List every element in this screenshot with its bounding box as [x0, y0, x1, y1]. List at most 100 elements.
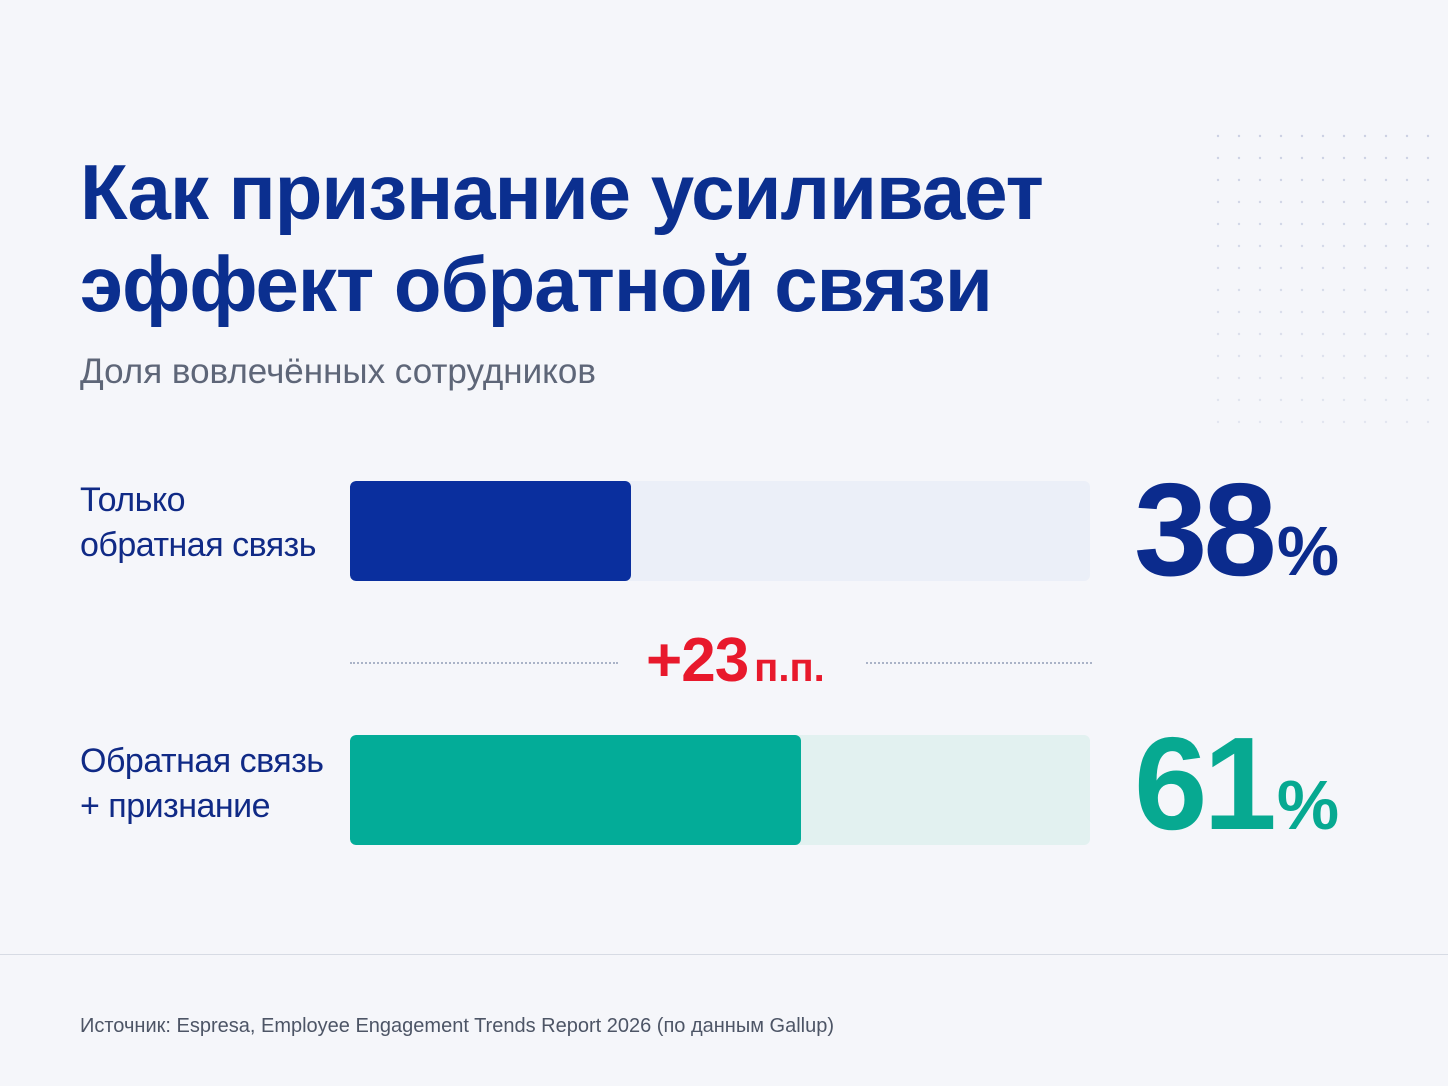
- decoration-dot: [1258, 266, 1262, 270]
- decoration-dot: [1363, 288, 1367, 292]
- decoration-dot: [1363, 134, 1367, 138]
- decoration-dot: [1216, 354, 1220, 358]
- decoration-dot: [1405, 288, 1409, 292]
- decoration-dot: [1258, 244, 1262, 248]
- decoration-dot: [1363, 244, 1367, 248]
- decoration-dot: [1384, 332, 1388, 336]
- dot-grid-decoration: [1216, 134, 1430, 424]
- decoration-dot: [1258, 420, 1262, 424]
- decoration-dot: [1384, 288, 1388, 292]
- decoration-dot: [1321, 310, 1325, 314]
- decoration-dot: [1300, 200, 1304, 204]
- decoration-dot: [1321, 376, 1325, 380]
- decoration-dot: [1321, 134, 1325, 138]
- decoration-dot: [1426, 266, 1430, 270]
- decoration-dot: [1405, 354, 1409, 358]
- decoration-dot: [1426, 288, 1430, 292]
- decoration-dot: [1300, 178, 1304, 182]
- decoration-dot: [1321, 332, 1325, 336]
- decoration-dot: [1237, 398, 1241, 402]
- chart-subtitle: Доля вовлечённых сотрудников: [80, 352, 596, 391]
- decoration-dot: [1321, 266, 1325, 270]
- decoration-dot: [1216, 332, 1220, 336]
- decoration-dot: [1342, 354, 1346, 358]
- decoration-dot: [1342, 376, 1346, 380]
- decoration-dot: [1258, 332, 1262, 336]
- decoration-dot: [1300, 398, 1304, 402]
- decoration-dot: [1279, 266, 1283, 270]
- decoration-dot: [1216, 178, 1220, 182]
- decoration-dot: [1384, 222, 1388, 226]
- decoration-dot: [1237, 376, 1241, 380]
- decoration-dot: [1426, 376, 1430, 380]
- decoration-dot: [1363, 266, 1367, 270]
- decoration-dot: [1279, 398, 1283, 402]
- decoration-dot: [1237, 156, 1241, 160]
- difference-annotation: +23 п.п.: [646, 626, 825, 703]
- footer-divider: [0, 954, 1448, 955]
- decoration-dot: [1405, 266, 1409, 270]
- decoration-dot: [1384, 310, 1388, 314]
- difference-unit: п.п.: [754, 646, 825, 690]
- decoration-dot: [1363, 178, 1367, 182]
- decoration-dot: [1426, 178, 1430, 182]
- decoration-dot: [1342, 156, 1346, 160]
- decoration-dot: [1342, 288, 1346, 292]
- decoration-dot: [1279, 178, 1283, 182]
- value-label-feedback-recognition: 61%: [1134, 718, 1339, 850]
- decoration-dot: [1216, 310, 1220, 314]
- decoration-dot: [1237, 134, 1241, 138]
- bar-label-feedback-recognition: Обратная связь + признание: [80, 739, 340, 829]
- decoration-dot: [1258, 178, 1262, 182]
- decoration-dot: [1258, 200, 1262, 204]
- decoration-dot: [1279, 288, 1283, 292]
- decoration-dot: [1363, 354, 1367, 358]
- decoration-dot: [1321, 156, 1325, 160]
- decoration-dot: [1237, 354, 1241, 358]
- decoration-dot: [1279, 134, 1283, 138]
- decoration-dot: [1405, 310, 1409, 314]
- decoration-dot: [1279, 376, 1283, 380]
- decoration-dot: [1237, 244, 1241, 248]
- decoration-dot: [1321, 244, 1325, 248]
- decoration-dot: [1363, 420, 1367, 424]
- decoration-dot: [1405, 398, 1409, 402]
- difference-value: +23: [646, 626, 749, 695]
- bar-label-line: + признание: [80, 787, 271, 825]
- decoration-dot: [1258, 288, 1262, 292]
- decoration-dot: [1342, 134, 1346, 138]
- decoration-dot: [1300, 134, 1304, 138]
- decoration-dot: [1342, 332, 1346, 336]
- decoration-dot: [1237, 266, 1241, 270]
- decoration-dot: [1279, 420, 1283, 424]
- decoration-dot: [1405, 156, 1409, 160]
- decoration-dot: [1258, 354, 1262, 358]
- decoration-dot: [1258, 156, 1262, 160]
- decoration-dot: [1216, 420, 1220, 424]
- decoration-dot: [1384, 156, 1388, 160]
- decoration-dot: [1321, 222, 1325, 226]
- decoration-dot: [1405, 200, 1409, 204]
- decoration-dot: [1300, 244, 1304, 248]
- decoration-dot: [1258, 222, 1262, 226]
- decoration-dot: [1300, 420, 1304, 424]
- value-label-feedback-only: 38%: [1134, 464, 1339, 596]
- decoration-dot: [1384, 354, 1388, 358]
- decoration-dot: [1279, 354, 1283, 358]
- value-number: 61: [1134, 710, 1277, 857]
- decoration-dot: [1258, 310, 1262, 314]
- decoration-dot: [1342, 222, 1346, 226]
- decoration-dot: [1405, 420, 1409, 424]
- decoration-dot: [1279, 332, 1283, 336]
- decoration-dot: [1237, 310, 1241, 314]
- bar-track-feedback-recognition: [350, 735, 1090, 845]
- decoration-dot: [1342, 244, 1346, 248]
- decoration-dot: [1321, 354, 1325, 358]
- decoration-dot: [1426, 310, 1430, 314]
- decoration-dot: [1279, 156, 1283, 160]
- decoration-dot: [1216, 244, 1220, 248]
- decoration-dot: [1405, 332, 1409, 336]
- decoration-dot: [1300, 354, 1304, 358]
- decoration-dot: [1237, 178, 1241, 182]
- decoration-dot: [1384, 420, 1388, 424]
